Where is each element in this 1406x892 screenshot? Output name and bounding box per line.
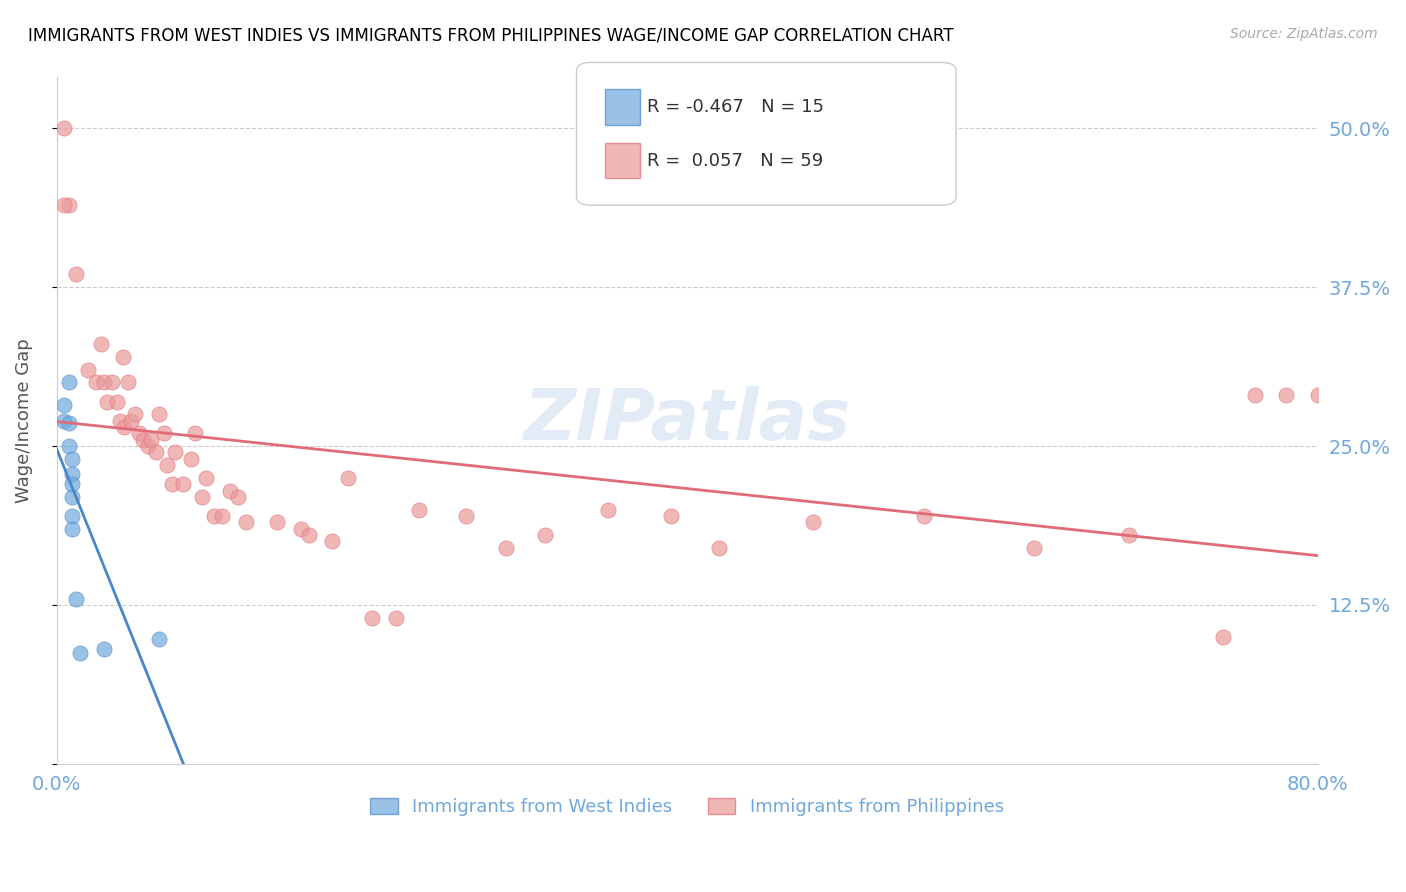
Point — [1212, 630, 1234, 644]
Point — [148, 632, 170, 647]
Point — [598, 502, 620, 516]
Point — [1306, 388, 1329, 402]
Point — [60, 477, 83, 491]
Point — [148, 407, 170, 421]
Point — [321, 534, 343, 549]
Text: IMMIGRANTS FROM WEST INDIES VS IMMIGRANTS FROM PHILIPPINES WAGE/INCOME GAP CORRE: IMMIGRANTS FROM WEST INDIES VS IMMIGRANT… — [28, 27, 953, 45]
Point — [290, 522, 312, 536]
Point — [124, 407, 146, 421]
Legend: Immigrants from West Indies, Immigrants from Philippines: Immigrants from West Indies, Immigrants … — [363, 790, 1011, 823]
Point — [707, 541, 730, 555]
Point — [69, 646, 91, 660]
Point — [211, 508, 233, 523]
Point — [60, 451, 83, 466]
Point — [58, 416, 80, 430]
Text: R = -0.467   N = 15: R = -0.467 N = 15 — [647, 98, 824, 116]
Point — [60, 522, 83, 536]
Point — [190, 490, 212, 504]
Point — [53, 414, 76, 428]
Y-axis label: Wage/Income Gap: Wage/Income Gap — [15, 338, 32, 503]
Point — [661, 508, 683, 523]
Point — [53, 121, 76, 136]
Point — [1118, 528, 1140, 542]
Point — [136, 439, 159, 453]
Point — [111, 350, 134, 364]
Point — [120, 414, 142, 428]
Point — [801, 516, 824, 530]
Point — [195, 471, 218, 485]
Point — [53, 398, 76, 412]
Point — [108, 414, 131, 428]
Point — [172, 477, 194, 491]
Point — [153, 426, 176, 441]
Point — [361, 610, 384, 624]
Point — [77, 363, 100, 377]
Point — [90, 337, 112, 351]
Point — [337, 471, 360, 485]
Point — [534, 528, 557, 542]
Point — [112, 420, 135, 434]
Point — [101, 376, 124, 390]
Point — [202, 508, 225, 523]
Point — [1275, 388, 1298, 402]
Point — [384, 610, 406, 624]
Point — [93, 376, 115, 390]
Point — [456, 508, 478, 523]
Point — [298, 528, 321, 542]
Point — [160, 477, 183, 491]
Point — [180, 451, 202, 466]
Point — [1243, 388, 1265, 402]
Point — [219, 483, 242, 498]
Point — [128, 426, 150, 441]
Point — [58, 197, 80, 211]
Point — [266, 516, 288, 530]
Point — [912, 508, 935, 523]
Point — [65, 268, 87, 282]
Point — [96, 394, 118, 409]
Point — [58, 376, 80, 390]
Point — [226, 490, 249, 504]
Point — [145, 445, 167, 459]
Text: ZIPatlas: ZIPatlas — [523, 386, 851, 455]
Point — [235, 516, 257, 530]
Text: R =  0.057   N = 59: R = 0.057 N = 59 — [647, 152, 823, 169]
Point — [93, 642, 115, 657]
Point — [105, 394, 128, 409]
Point — [84, 376, 107, 390]
Point — [58, 439, 80, 453]
Point — [132, 433, 155, 447]
Point — [184, 426, 207, 441]
Point — [117, 376, 139, 390]
Point — [60, 508, 83, 523]
Point — [156, 458, 179, 472]
Text: Source: ZipAtlas.com: Source: ZipAtlas.com — [1230, 27, 1378, 41]
Point — [163, 445, 186, 459]
Point — [60, 467, 83, 481]
Point — [141, 433, 163, 447]
Point — [60, 490, 83, 504]
Point — [495, 541, 517, 555]
Point — [65, 591, 87, 606]
Point — [408, 502, 430, 516]
Point — [53, 197, 76, 211]
Point — [1022, 541, 1045, 555]
